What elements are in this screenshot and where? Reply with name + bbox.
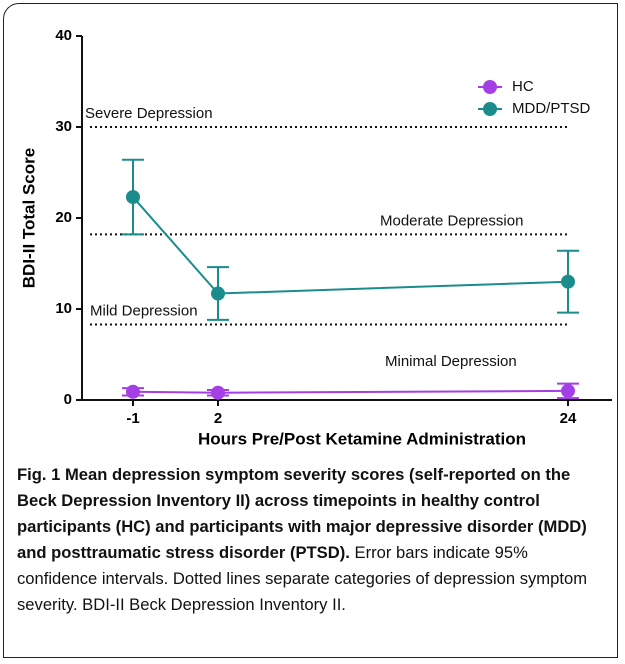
x-axis-label: Hours Pre/Post Ketamine Administration [198, 429, 526, 448]
data-point [211, 385, 225, 400]
reference-label: Moderate Depression [380, 212, 523, 229]
caption-text: Error bars indicate 95% confidence inter… [17, 543, 588, 614]
x-tick-label: -1 [126, 410, 139, 427]
legend-label: HC [512, 78, 534, 95]
reference-label: Mild Depression [90, 302, 198, 319]
data-point [126, 384, 140, 399]
x-tick-label: 24 [560, 410, 577, 427]
legend-label: MDD/PTSD [512, 100, 591, 117]
legend-marker [483, 102, 497, 116]
legend-marker [483, 80, 497, 94]
data-point [561, 383, 575, 398]
y-axis-label: BDI-II Total Score [19, 148, 38, 288]
y-tick-label: 0 [64, 391, 72, 408]
series-line [132, 389, 569, 394]
y-tick-label: 10 [55, 300, 72, 317]
data-point [126, 190, 140, 205]
figure-frame [3, 3, 618, 658]
reference-label: Severe Depression [85, 105, 213, 122]
data-point [211, 286, 225, 301]
chart: BDI-II Total Score Hours Pre/Post Ketami… [19, 27, 612, 448]
y-tick-label: 40 [55, 27, 72, 44]
x-tick-label: 2 [214, 410, 222, 427]
caption-title: Fig. 1 Mean depression symptom severity … [17, 465, 587, 562]
y-tick-label: 20 [55, 209, 72, 226]
caption: Fig. 1 Mean depression symptom severity … [17, 462, 609, 618]
y-tick-label: 30 [55, 118, 72, 135]
annotation: Minimal Depression [385, 353, 517, 370]
data-point [561, 274, 575, 289]
